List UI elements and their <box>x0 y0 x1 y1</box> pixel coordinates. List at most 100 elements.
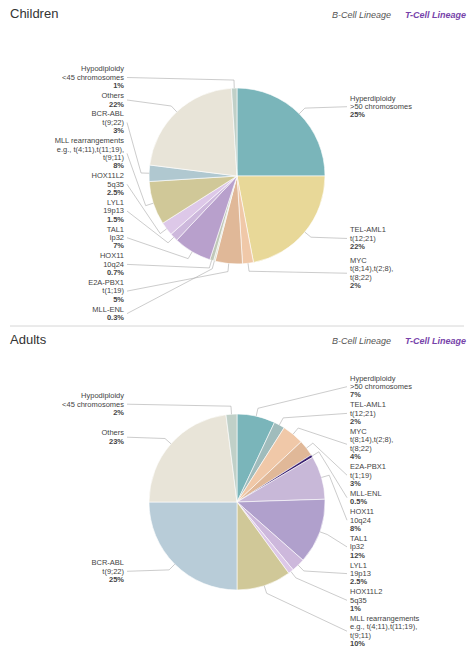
slice-label: E2A-PBX1t(1;19)5% <box>88 278 124 304</box>
annotation: T-Cell Lineage <box>405 336 466 346</box>
value-label: 0.3% <box>107 313 124 322</box>
leader-line <box>322 475 347 520</box>
leader-line <box>256 387 347 416</box>
labels: Hyperdiploidy>50 chromosomes25% TEL-AML1t… <box>55 64 412 322</box>
slice-label: TEL-AML1t(12;21)2% <box>350 400 386 426</box>
slice-label: Hypodiploidy<45 chromosomes2% <box>62 391 124 417</box>
leader-line <box>298 565 347 573</box>
value-label: 8% <box>350 524 361 533</box>
slice-label: Hyperdiploidy>50 chromosomes7% <box>350 374 412 400</box>
slice-label: TAL1lp327% <box>107 225 125 251</box>
slice-label: MLL-ENL0.3% <box>92 305 124 322</box>
leader-line <box>264 586 347 632</box>
slice-label: HOX1110q240.7% <box>100 251 124 277</box>
leader-line <box>127 123 149 174</box>
slice-label: TAL1lp3212% <box>350 534 367 560</box>
slice-label: LYL119p131.5% <box>103 198 124 224</box>
value-label: 2.5% <box>107 188 124 197</box>
pie-slice <box>149 502 237 590</box>
pie-slice <box>231 88 237 176</box>
pie-slice <box>150 88 237 176</box>
slice-label: BCR-ABLt(9;22)3% <box>91 109 124 135</box>
value-label: 25% <box>109 575 124 584</box>
slice-label: Hypodiploidy<45 chromosomes1% <box>62 64 124 90</box>
slice-label: MLL rearrangementse.g., t(4;11),t(11;19)… <box>55 136 125 170</box>
slice-label: TEL-AML1t(12;21)22% <box>350 225 386 251</box>
slice-label: BCR-ABLt(9;22)25% <box>91 558 124 584</box>
value-label: 1% <box>113 81 124 90</box>
leader-line <box>127 100 177 112</box>
pie-panel: Children T-Cell Lineage B-Cell Lineage Hype… <box>10 6 466 322</box>
divider <box>10 326 464 327</box>
value-label: 0.7% <box>107 268 124 277</box>
slice-label: MYCt(8;14),t(2;8),t(8;22)4% <box>350 427 393 461</box>
pie-slice <box>149 415 237 502</box>
annotation: T-Cell Lineage <box>405 10 466 20</box>
leader-line <box>293 428 347 444</box>
leader-line <box>127 153 153 205</box>
slice-label: MLL rearrangementse.g., t(4;11),t(11;19)… <box>350 614 420 648</box>
annotation: B-Cell Lineage <box>332 336 391 346</box>
leader-line <box>312 452 347 498</box>
leader-line <box>307 443 347 475</box>
value-label: 5% <box>113 295 124 304</box>
value-label: 2% <box>350 281 361 290</box>
leader-lines <box>127 387 347 632</box>
value-label: 1.5% <box>107 215 124 224</box>
leader-line <box>248 263 347 273</box>
leader-lines <box>127 78 347 314</box>
slice-label: HOX11L25q351% <box>350 587 382 613</box>
leader-line <box>127 564 175 571</box>
value-label: 7% <box>113 241 124 250</box>
pie-slice <box>237 502 289 590</box>
value-label: 2.5% <box>350 577 367 586</box>
slice-label: MYCt(8;14),t(2;8),t(8;22)2% <box>350 256 393 290</box>
leader-line <box>299 107 347 114</box>
value-label: 1% <box>350 604 361 613</box>
value-label: 25% <box>350 110 365 119</box>
leader-line <box>279 413 347 424</box>
slice-label: Others22% <box>101 91 124 108</box>
slice-label: MLL-ENL0.5% <box>350 489 382 506</box>
value-label: 2% <box>113 408 124 417</box>
value-label: 0.5% <box>350 497 367 506</box>
value-label: 7% <box>350 390 361 399</box>
leader-line <box>305 232 347 238</box>
leader-line <box>127 78 234 89</box>
chart-canvas: Children T-Cell Lineage B-Cell Lineage Hype… <box>0 0 474 652</box>
slice-label: Hyperdiploidy>50 chromosomes25% <box>350 94 412 120</box>
pie-slice <box>237 88 325 176</box>
slice-label: Others23% <box>101 428 124 445</box>
leader-line <box>291 572 347 601</box>
leader-line <box>127 261 214 314</box>
slice-label: E2A-PBX1t(1;19)3% <box>350 462 386 488</box>
leader-line <box>127 437 171 444</box>
value-label: 3% <box>350 479 361 488</box>
value-label: 4% <box>350 452 361 461</box>
leader-line <box>127 404 231 414</box>
pie-slice <box>149 176 237 223</box>
value-label: 22% <box>109 100 124 109</box>
value-label: 12% <box>350 551 365 560</box>
slice-label: HOX11L25q352.5% <box>92 171 125 197</box>
slice-label: LYL119p132.5% <box>350 561 371 587</box>
leader-line <box>320 532 347 547</box>
slice-label: HOX1110q248% <box>350 507 374 533</box>
value-label: 2% <box>350 417 361 426</box>
annotation: B-Cell Lineage <box>332 10 391 20</box>
leader-line <box>127 260 212 268</box>
value-label: 23% <box>109 437 124 446</box>
title: Children <box>10 6 58 21</box>
pie-slice <box>226 414 237 502</box>
slices <box>149 414 325 590</box>
pie-panel: Adults T-Cell Lineage B-Cell Lineage Hyperd… <box>10 332 466 648</box>
value-label: 3% <box>113 126 124 135</box>
leader-line <box>127 184 167 233</box>
leader-line <box>127 238 192 259</box>
value-label: 8% <box>113 161 124 170</box>
value-label: 10% <box>350 639 365 648</box>
leader-line <box>127 211 174 243</box>
title: Adults <box>10 332 47 347</box>
pie-slice <box>237 457 325 502</box>
slices <box>149 88 325 264</box>
